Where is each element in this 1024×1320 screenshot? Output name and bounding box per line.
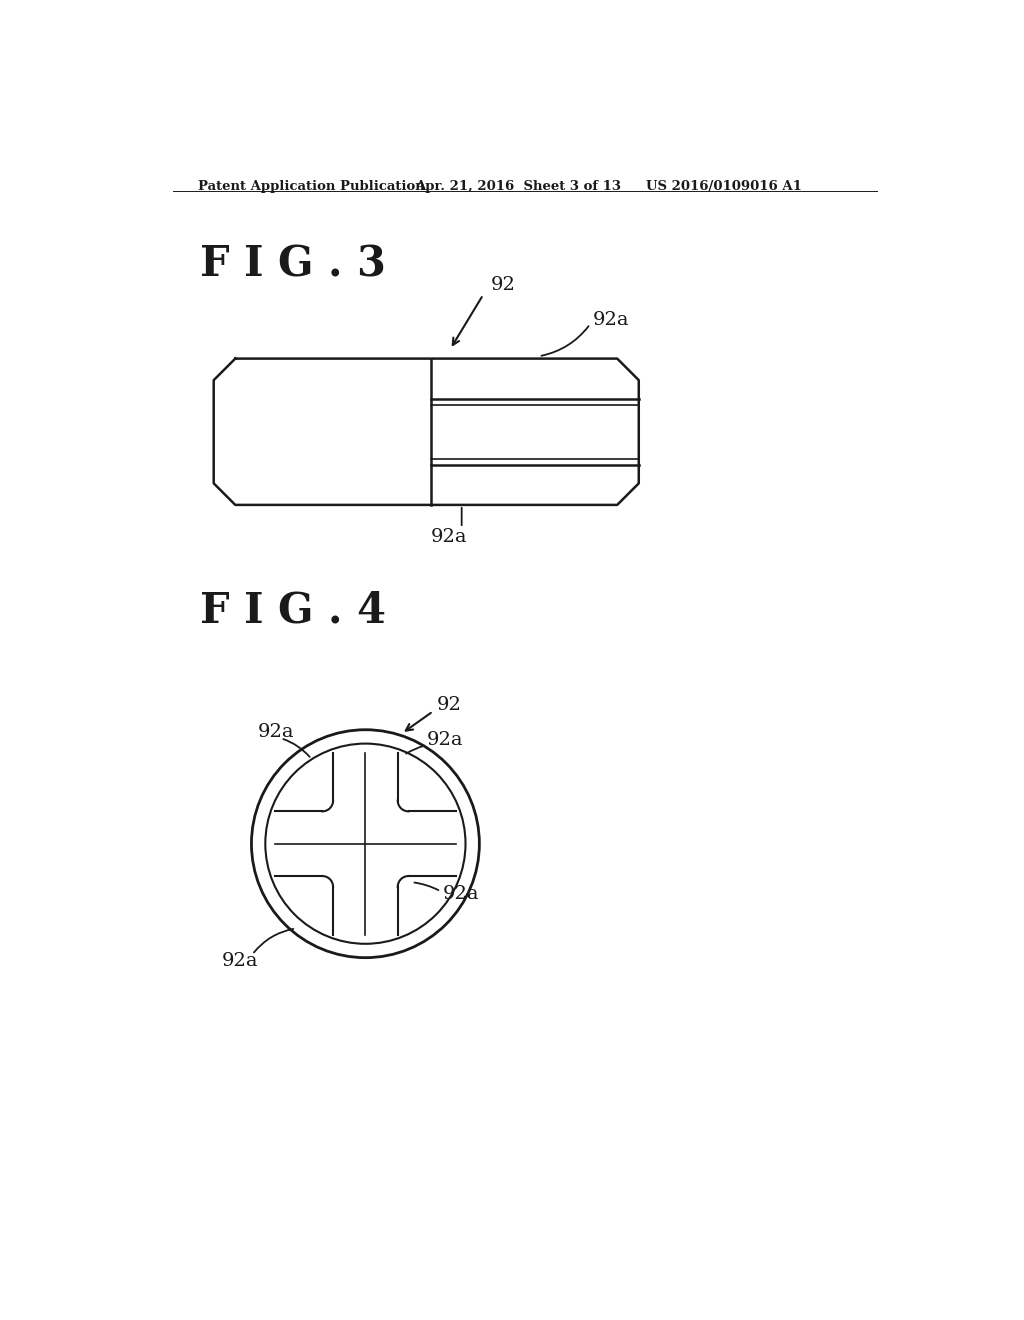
Text: 92a: 92a: [431, 528, 467, 546]
Text: F I G . 4: F I G . 4: [200, 590, 386, 631]
Text: 92a: 92a: [221, 952, 258, 970]
Text: Apr. 21, 2016  Sheet 3 of 13: Apr. 21, 2016 Sheet 3 of 13: [416, 180, 622, 193]
Text: 92: 92: [437, 696, 462, 714]
Text: US 2016/0109016 A1: US 2016/0109016 A1: [646, 180, 803, 193]
Text: 92a: 92a: [442, 884, 479, 903]
Text: F I G . 3: F I G . 3: [200, 243, 386, 285]
Text: 92a: 92a: [258, 723, 294, 741]
Text: 92: 92: [490, 276, 516, 294]
Text: 92a: 92a: [593, 312, 629, 329]
Text: Patent Application Publication: Patent Application Publication: [199, 180, 425, 193]
Text: 92a: 92a: [427, 731, 464, 748]
